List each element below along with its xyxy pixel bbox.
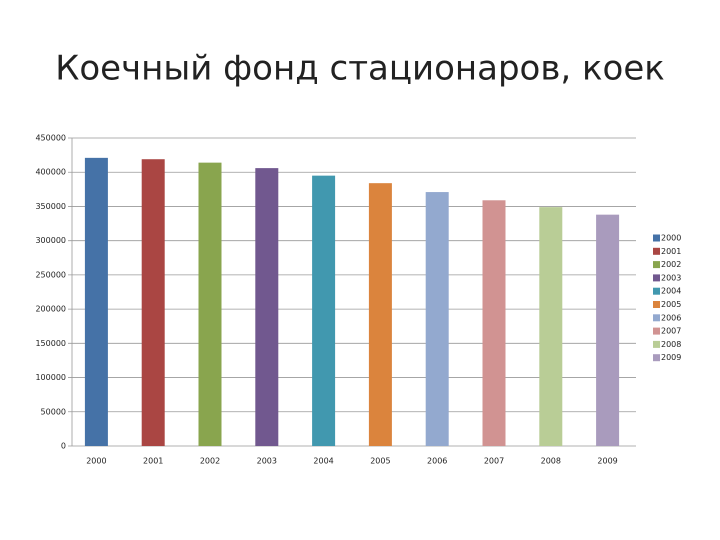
y-tick-label: 400000 bbox=[35, 168, 66, 177]
bar bbox=[198, 162, 222, 446]
legend-swatch bbox=[653, 247, 660, 255]
x-tick-label: 2003 bbox=[257, 457, 277, 466]
x-tick-label: 2004 bbox=[313, 457, 333, 466]
legend-swatch bbox=[653, 274, 660, 282]
legend-swatch bbox=[653, 354, 660, 362]
bar bbox=[482, 200, 506, 446]
y-tick-label: 450000 bbox=[35, 134, 66, 143]
y-tick-label: 200000 bbox=[35, 305, 66, 314]
y-tick-label: 100000 bbox=[35, 373, 66, 382]
y-tick-label: 300000 bbox=[35, 236, 66, 245]
legend-swatch bbox=[653, 340, 660, 348]
x-tick-label: 2001 bbox=[143, 457, 163, 466]
bar bbox=[84, 157, 108, 447]
chart-title: Коечный фонд стационаров, коек bbox=[55, 49, 665, 89]
bar bbox=[141, 159, 165, 446]
legend-label: 2009 bbox=[661, 353, 681, 362]
legend-label: 2006 bbox=[661, 313, 681, 322]
x-tick-label: 2008 bbox=[541, 457, 561, 466]
bar bbox=[368, 183, 392, 446]
x-tick-label: 2006 bbox=[427, 457, 447, 466]
x-tick-label: 2005 bbox=[370, 457, 390, 466]
bar bbox=[255, 168, 279, 447]
legend-swatch bbox=[653, 327, 660, 335]
bar bbox=[596, 214, 620, 446]
bar bbox=[312, 175, 336, 446]
x-tick-label: 2002 bbox=[200, 457, 220, 466]
legend-swatch bbox=[653, 301, 660, 308]
legend-label: 2000 bbox=[661, 234, 681, 243]
legend-label: 2004 bbox=[661, 287, 681, 296]
x-tick-label: 2009 bbox=[597, 457, 617, 466]
legend-swatch bbox=[653, 287, 660, 295]
legend-label: 2002 bbox=[661, 260, 681, 269]
bar bbox=[425, 192, 449, 446]
x-tick-label: 2000 bbox=[86, 457, 106, 466]
legend-swatch bbox=[653, 261, 660, 269]
y-tick-label: 0 bbox=[61, 442, 66, 451]
y-tick-label: 350000 bbox=[35, 202, 66, 211]
legend-swatch bbox=[653, 314, 660, 322]
y-tick-label: 50000 bbox=[41, 407, 66, 416]
legend-label: 2001 bbox=[661, 247, 681, 256]
legend-swatch bbox=[653, 234, 660, 242]
legend-label: 2003 bbox=[661, 273, 681, 282]
y-tick-label: 150000 bbox=[35, 339, 66, 348]
legend-label: 2008 bbox=[661, 340, 681, 349]
legend-label: 2007 bbox=[661, 327, 681, 336]
bar bbox=[539, 207, 563, 446]
y-tick-label: 250000 bbox=[35, 270, 66, 279]
legend-label: 2005 bbox=[661, 300, 681, 309]
x-tick-label: 2007 bbox=[484, 457, 504, 466]
